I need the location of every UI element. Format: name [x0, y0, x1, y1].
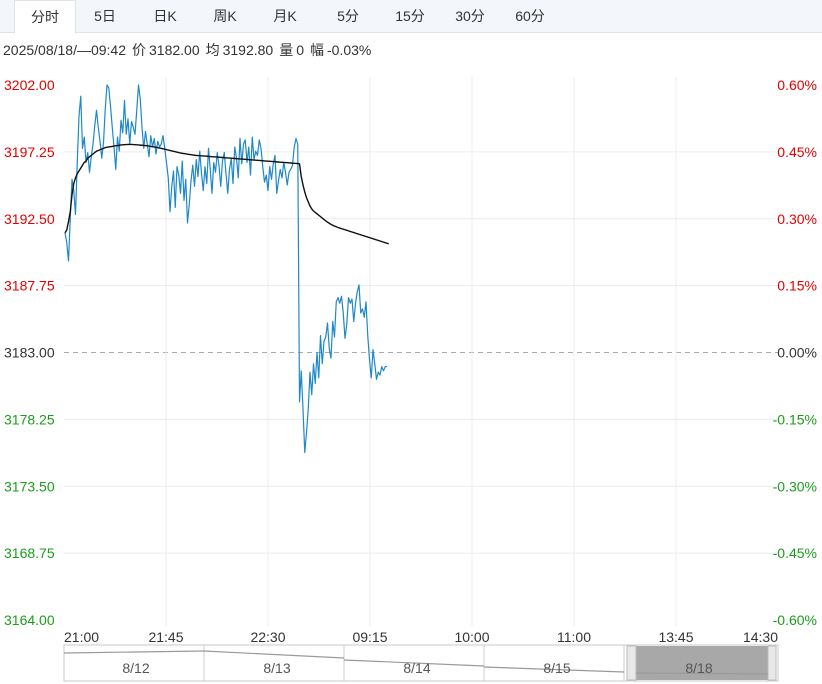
y-tick-label: 3168.75 [4, 545, 55, 561]
tab-5[interactable]: 月K [273, 8, 297, 24]
pct-tick-label: 0.30% [777, 211, 817, 227]
change-label: 幅 [310, 42, 325, 58]
price-value: 3182.00 [149, 42, 200, 58]
quote-datetime: 2025/08/18/—09:42 [3, 42, 126, 58]
y-tick-label: 3187.75 [4, 278, 55, 294]
x-tick-label: 22:30 [250, 629, 285, 645]
pct-tick-label: 0.15% [777, 278, 817, 294]
tab-1[interactable]: 分时 [14, 0, 76, 34]
x-tick-label: 21:00 [64, 629, 99, 645]
x-tick-label: 09:15 [352, 629, 387, 645]
navigator-date-label: 8/15 [543, 660, 570, 676]
y-tick-label: 3173.50 [4, 478, 55, 494]
navigator-trend [343, 659, 485, 667]
price-label: 价 [132, 42, 146, 58]
y-tick-label: 3178.25 [4, 411, 55, 427]
change-value: -0.03% [327, 42, 372, 58]
pct-tick-label: 0.00% [777, 345, 817, 361]
pct-tick-label: -0.30% [773, 478, 817, 494]
navigator-trend [635, 672, 769, 675]
navigator-trend [203, 650, 345, 659]
volume-value: 0 [296, 42, 305, 58]
navigator-left-handle[interactable] [626, 645, 637, 681]
tab-4[interactable]: 周K [213, 8, 237, 24]
y-tick-label: 3197.25 [4, 144, 55, 160]
average-line [64, 143, 389, 245]
pct-tick-label: 0.45% [777, 144, 817, 160]
pct-tick-label: 0.60% [777, 77, 817, 93]
navigator-date-label: 8/14 [403, 660, 430, 676]
x-tick-label: 14:30 [743, 629, 778, 645]
pct-tick-label: -0.45% [773, 545, 817, 561]
pct-tick-label: -0.60% [773, 612, 817, 628]
y-tick-label: 3192.50 [4, 211, 55, 227]
y-tick-label: 3202.00 [4, 77, 55, 93]
navigator-trend [63, 650, 205, 654]
y-tick-label: 3164.00 [4, 612, 55, 628]
x-tick-label: 10:00 [454, 629, 489, 645]
tab-8[interactable]: 30分 [455, 8, 485, 24]
tab-3[interactable]: 日K [153, 8, 177, 24]
x-tick-label: 13:45 [658, 629, 693, 645]
volume-label: 量 [279, 42, 294, 58]
avg-label: 均 [205, 42, 220, 58]
tab-6[interactable]: 5分 [337, 8, 359, 24]
tab-2[interactable]: 5日 [94, 8, 116, 24]
tab-9[interactable]: 60分 [515, 8, 545, 24]
navigator-right-handle[interactable] [767, 645, 777, 681]
navigator-date-label: 8/12 [122, 660, 149, 676]
tab-7[interactable]: 15分 [395, 8, 425, 24]
pct-tick-label: -0.15% [773, 411, 817, 427]
navigator-trend [483, 666, 625, 673]
navigator-date-label: 8/18 [685, 660, 712, 676]
navigator-date-label: 8/13 [263, 660, 290, 676]
price-line [64, 84, 387, 454]
x-tick-label: 11:00 [557, 629, 591, 645]
quote-info-line: 2025/08/18/—09:42 价 3182.00 均 3192.80 量 0 幅 -0.0… [3, 40, 377, 60]
avg-value: 3192.80 [222, 42, 274, 58]
period-tab-bar: 分时 5日 日K 周K 月K 5分 15分 30分 60分 [0, 0, 822, 34]
y-tick-label: 3183.00 [4, 345, 55, 361]
x-tick-label: 21:45 [148, 629, 183, 645]
